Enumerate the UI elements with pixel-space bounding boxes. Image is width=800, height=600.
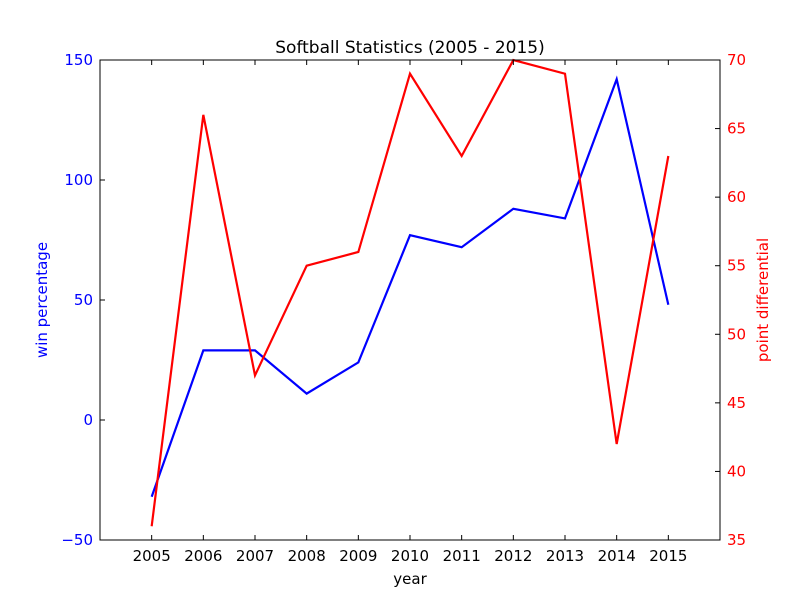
- x-tick-label: 2014: [598, 547, 636, 565]
- right-tick-label: 40: [727, 462, 746, 480]
- left-tick-label: 50: [74, 291, 93, 309]
- right-tick-label: 35: [727, 531, 746, 549]
- right-axis-label: point differential: [754, 238, 772, 362]
- x-tick-label: 2009: [339, 547, 377, 565]
- right-tick-label: 50: [727, 325, 746, 343]
- right-tick-label: 55: [727, 257, 746, 275]
- x-tick-label: 2015: [649, 547, 687, 565]
- series-layer: [150, 58, 670, 527]
- left-tick-label: 150: [64, 51, 93, 69]
- x-tick-label: 2013: [546, 547, 584, 565]
- left-tick-label: 0: [83, 411, 93, 429]
- right-tick-label: 65: [727, 120, 746, 138]
- left-axis-ticks: −50 0 50 100 150: [61, 51, 105, 549]
- left-axis-label: win percentage: [33, 242, 51, 358]
- x-tick-label: 2008: [288, 547, 326, 565]
- x-tick-label: 2007: [236, 547, 274, 565]
- x-axis-ticks: 2005 2006 2007 2008 2009 2010 2011 2012 2013 2014…: [133, 60, 687, 565]
- left-tick-label: 100: [64, 171, 93, 189]
- x-tick-label: 2012: [494, 547, 532, 565]
- left-tick-label: −50: [61, 531, 93, 549]
- right-tick-label: 60: [727, 188, 746, 206]
- x-tick-label: 2005: [133, 547, 171, 565]
- x-tick-label: 2010: [391, 547, 429, 565]
- chart-title: Softball Statistics (2005 - 2015): [275, 38, 544, 58]
- right-tick-label: 45: [727, 394, 746, 412]
- x-tick-label: 2011: [443, 547, 481, 565]
- right-tick-label: 70: [727, 51, 746, 69]
- x-tick-label: 2006: [184, 547, 222, 565]
- right-axis-ticks: 35 40 45 50 55 60 65 70: [715, 51, 746, 549]
- plot-area: [100, 60, 720, 540]
- x-axis-label: year: [393, 570, 427, 588]
